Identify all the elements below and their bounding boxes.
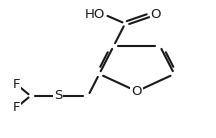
Text: O: O — [151, 8, 161, 21]
Text: F: F — [13, 101, 20, 114]
Text: S: S — [54, 89, 62, 102]
Text: HO: HO — [84, 8, 105, 21]
Text: F: F — [13, 78, 20, 91]
Text: O: O — [132, 85, 142, 98]
